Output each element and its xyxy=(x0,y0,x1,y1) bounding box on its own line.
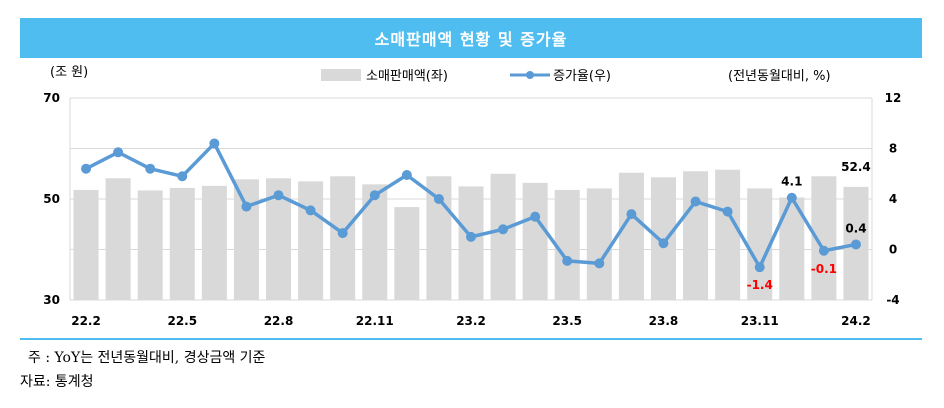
bar-23.7 xyxy=(618,172,644,300)
plot-area: 30 50 70 -4 0 4 8 12 22.2 22.5 22.8 22.11 23.2 23.5 23… xyxy=(43,91,901,328)
footnote: 주 : YoY는 전년동월대비, 경상금액 기준 xyxy=(28,350,266,366)
point-23.5 xyxy=(562,255,573,266)
bar-22.10 xyxy=(330,176,356,300)
bar-22.6 xyxy=(201,185,227,300)
bar-22.2 xyxy=(73,189,99,300)
bar-22.11 xyxy=(362,184,388,300)
bar-23.10 xyxy=(715,169,741,300)
chart-title: 소매판매액 현황 및 증가율 xyxy=(20,18,922,58)
data-label-4: 52.4 xyxy=(841,160,871,174)
point-23.2 xyxy=(466,231,476,242)
point-23.6 xyxy=(594,258,605,269)
chart-legend: 소매판매액(좌) 증가율(우) xyxy=(321,69,611,84)
bar-22.4 xyxy=(137,190,163,300)
x-tick-23.5: 23.5 xyxy=(552,314,582,328)
bar-23.4 xyxy=(522,182,548,300)
data-label-3: 0.4 xyxy=(845,221,866,235)
bar-22.9 xyxy=(298,181,324,300)
x-tick-22.8: 22.8 xyxy=(264,314,294,328)
right-tick--4: -4 xyxy=(886,293,899,307)
data-label-0: -1.4 xyxy=(747,278,773,292)
left-tick-50: 50 xyxy=(43,192,60,206)
point-22.10 xyxy=(337,228,348,239)
x-tick-22.5: 22.5 xyxy=(167,314,197,328)
point-23.10 xyxy=(722,206,733,217)
bar-23.2 xyxy=(458,186,484,300)
point-22.8 xyxy=(273,190,284,201)
point-22.3 xyxy=(113,147,124,158)
point-23.11 xyxy=(754,262,765,273)
right-axis-unit: (전년동월대비, %) xyxy=(728,69,831,84)
legend-bar-swatch xyxy=(321,69,361,81)
footer-divider xyxy=(20,338,922,340)
legend-bar-label: 소매판매액(좌) xyxy=(366,69,448,84)
point-22.9 xyxy=(305,205,316,216)
point-23.1 xyxy=(433,194,444,204)
bar-22.5 xyxy=(169,187,195,300)
right-tick-4: 4 xyxy=(889,192,897,206)
data-label-2: -0.1 xyxy=(811,262,837,276)
right-tick-8: 8 xyxy=(889,142,897,156)
bar-22.7 xyxy=(233,179,259,300)
point-23.3 xyxy=(498,224,509,235)
point-23.12 xyxy=(786,192,797,203)
point-22.6 xyxy=(209,138,220,149)
data-label-1: 4.1 xyxy=(781,175,802,189)
bar-22.12 xyxy=(394,207,420,300)
point-22.2 xyxy=(81,163,92,174)
bar-23.6 xyxy=(586,188,612,300)
bar-23.5 xyxy=(554,189,580,300)
point-22.4 xyxy=(145,163,156,174)
x-tick-23.8: 23.8 xyxy=(649,314,679,328)
legend-line-label: 증가율(우) xyxy=(553,69,611,84)
bar-22.3 xyxy=(105,178,131,300)
bar-23.11 xyxy=(747,188,773,300)
point-22.7 xyxy=(241,201,252,212)
x-tick-24.2: 24.2 xyxy=(841,314,871,328)
point-22.11 xyxy=(369,190,380,201)
point-23.8 xyxy=(658,238,669,249)
right-tick-12: 12 xyxy=(885,91,902,105)
legend-line-marker xyxy=(526,71,534,79)
left-tick-30: 30 xyxy=(43,293,60,307)
retail-sales-chart: (조 원) (전년동월대비, %) 소매판매액(좌) 증가율(우) 30 50 70… xyxy=(43,65,901,328)
left-tick-70: 70 xyxy=(43,91,60,105)
x-tick-22.2: 22.2 xyxy=(71,314,101,328)
x-tick-23.11: 23.11 xyxy=(741,314,779,328)
point-22.5 xyxy=(177,171,188,182)
bar-23.3 xyxy=(490,173,516,300)
right-tick-0: 0 xyxy=(889,243,897,257)
source-note: 자료: 통계청 xyxy=(20,374,94,390)
left-axis-unit: (조 원) xyxy=(50,65,88,80)
point-23.7 xyxy=(626,209,637,220)
x-tick-23.2: 23.2 xyxy=(456,314,486,328)
point-24.1 xyxy=(818,245,829,256)
point-22.12 xyxy=(401,170,412,181)
x-tick-22.11: 22.11 xyxy=(356,314,394,328)
point-24.2 xyxy=(850,239,861,250)
point-23.4 xyxy=(530,211,541,222)
bar-23.9 xyxy=(683,171,709,300)
point-23.9 xyxy=(690,196,701,207)
